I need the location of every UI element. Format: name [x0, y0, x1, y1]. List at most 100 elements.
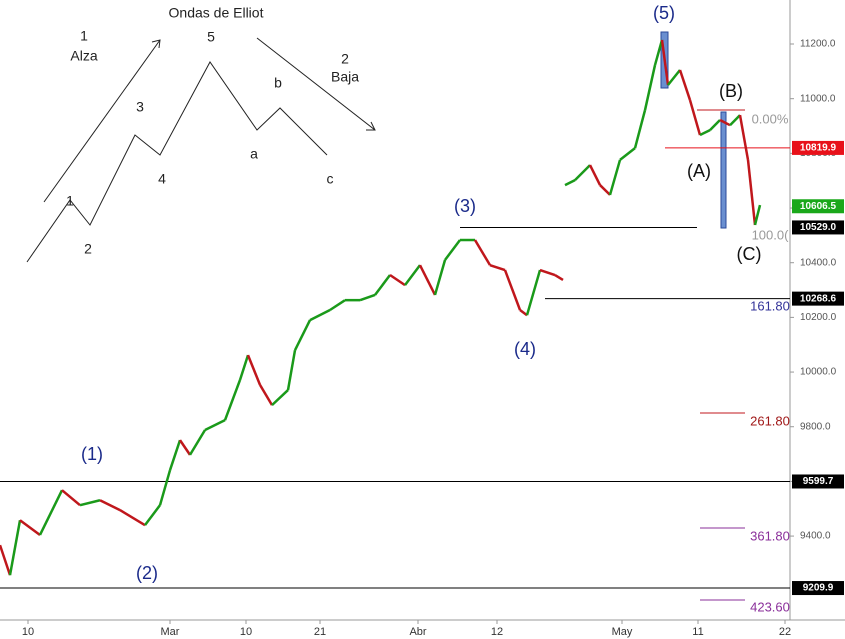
diagram-label: 2: [84, 241, 92, 257]
wave-label: (A): [687, 161, 711, 181]
price-segment: [404, 264, 421, 286]
price-label: 10606.5: [800, 201, 837, 212]
price-segment: [444, 239, 461, 261]
price-segment: [489, 263, 506, 272]
price-segment: [0, 544, 12, 576]
fib-label: 261.80: [750, 413, 790, 428]
price-segment: [286, 349, 297, 391]
x-tick-label: 22: [779, 626, 791, 638]
price-segment: [738, 114, 750, 161]
fib-label: 100.0(: [752, 227, 790, 242]
wave-label: (4): [514, 339, 536, 359]
price-label: 9209.9: [803, 583, 834, 594]
y-tick-label: 10000.0: [800, 367, 837, 378]
price-segment: [359, 293, 376, 302]
price-segment: [389, 273, 406, 287]
x-tick-label: 12: [491, 626, 503, 638]
y-tick-label: 11200.0: [800, 39, 836, 50]
diagram-arrowhead: [366, 121, 376, 131]
price-segment: [293, 319, 312, 351]
price-segment: [238, 354, 250, 381]
price-segment: [503, 269, 522, 311]
price-segment: [719, 118, 731, 127]
diagram-arrowhead: [151, 39, 161, 49]
price-segment: [678, 69, 692, 101]
price-box: [792, 581, 844, 596]
diagram-label: 3: [136, 99, 144, 115]
price-segment: [119, 509, 146, 527]
x-tick-label: 21: [314, 626, 326, 638]
diagram-label: 4: [158, 171, 166, 187]
diagram-arrow: [256, 37, 376, 131]
price-series: [564, 39, 762, 226]
diagram-label: a: [250, 146, 258, 162]
price-segment: [246, 354, 262, 386]
price-segment: [653, 39, 664, 66]
wave-label: (5): [653, 3, 675, 23]
price-segment: [329, 299, 346, 312]
wave-label: (3): [454, 196, 476, 216]
price-segment: [223, 379, 242, 421]
diagram-wave: [26, 61, 328, 263]
y-tick-label: 10400.0: [800, 257, 837, 268]
price-segment: [709, 119, 721, 132]
price-segment: [554, 273, 564, 281]
price-segment: [99, 499, 121, 512]
price-series: [0, 238, 564, 576]
price-box: [792, 199, 844, 214]
price-segment: [144, 504, 161, 526]
price-segment: [599, 184, 611, 196]
price-box: [792, 474, 844, 489]
price-segment: [309, 308, 331, 322]
price-segment: [519, 308, 528, 317]
price-segment: [8, 519, 22, 576]
price-segment: [433, 259, 447, 296]
price-segment: [619, 147, 636, 161]
price-label: 10529.0: [800, 222, 837, 233]
price-segment: [660, 39, 670, 86]
diagram-label: Baja: [331, 69, 359, 85]
diagram-label: 5: [207, 29, 215, 45]
price-segment: [753, 204, 762, 226]
wave-label: (1): [81, 444, 103, 464]
price-segment: [525, 269, 542, 316]
x-tick-label: Abr: [409, 626, 426, 638]
x-tick-label: 10: [240, 626, 252, 638]
x-tick-label: Mar: [161, 626, 180, 638]
price-segment: [178, 439, 192, 456]
fib-label: 0.00%: [752, 111, 789, 126]
price-segment: [204, 419, 226, 432]
price-segment: [564, 179, 576, 187]
price-segment: [539, 268, 556, 277]
price-segment: [574, 164, 591, 182]
price-segment: [374, 274, 391, 296]
price-segment: [61, 489, 81, 507]
diagram-label: 2: [341, 51, 349, 67]
price-label: 10819.9: [800, 143, 837, 154]
price-box: [792, 291, 844, 306]
price-label: 9599.7: [803, 476, 834, 487]
x-tick-label: May: [612, 626, 633, 638]
diagram-arrow: [43, 39, 161, 203]
price-label: 10268.6: [800, 293, 837, 304]
price-segment: [473, 239, 492, 266]
price-segment: [667, 69, 681, 86]
price-segment: [79, 499, 101, 507]
price-segment: [633, 109, 647, 149]
price-segment: [608, 159, 622, 196]
diagram-title: Ondas de Elliot: [169, 5, 264, 21]
diagram-label: b: [274, 75, 282, 91]
price-segment: [188, 429, 207, 456]
fib-label: 161.80: [750, 298, 790, 313]
y-tick-label: 10200.0: [800, 312, 837, 323]
wave-label: (2): [136, 563, 158, 583]
price-segment: [643, 64, 657, 111]
x-tick-label: 10: [22, 626, 34, 638]
price-segment: [258, 384, 274, 406]
diagram-label: Alza: [70, 48, 97, 64]
x-tick-label: 11: [692, 626, 703, 638]
diagram-label: c: [327, 171, 334, 187]
wave-label: (B): [719, 81, 743, 101]
price-segment: [158, 469, 172, 506]
